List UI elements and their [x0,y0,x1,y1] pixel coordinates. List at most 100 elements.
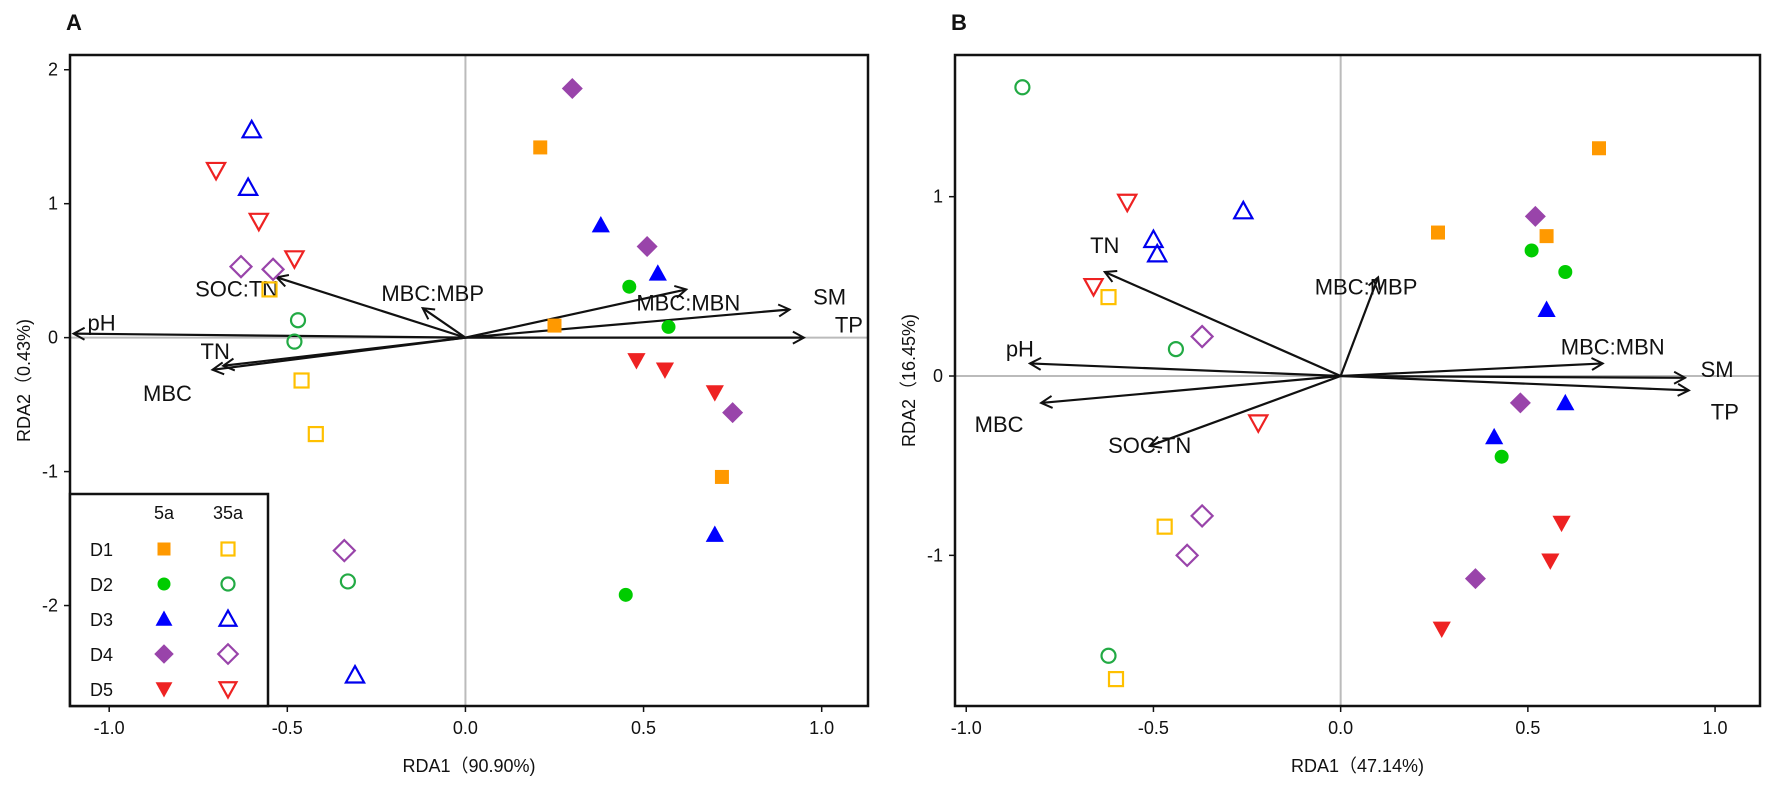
arrow-tn [1105,272,1342,378]
legend-marker-d3-35a [217,608,239,627]
x-axis-label: RDA1（90.90%) [402,756,535,776]
y-tick-label: 1 [933,187,943,207]
legend-marker-d4-5a [154,644,174,664]
x-tick-label: -0.5 [1138,718,1169,738]
y-tick-label: 0 [48,328,58,348]
point-d5-35a [247,212,270,233]
plot-frame [953,53,1762,708]
arrow-label: SOC:TN [1108,433,1191,458]
arrow-label: SM [1701,357,1734,382]
legend-marker-d4-35a [216,642,240,666]
point-d1-5a [1592,141,1606,156]
arrow-ph [74,334,466,338]
x-tick-label: 1.0 [1703,718,1728,738]
arrow-label: TN [201,339,230,364]
point-d5-5a [1541,553,1560,570]
point-d3-5a [705,525,724,542]
arrow-soc-tn [277,277,466,339]
arrow-tp [1340,374,1689,390]
legend-row-label: D5 [90,680,113,700]
legend-header-5a: 5a [154,503,175,523]
point-d1-5a [547,318,562,333]
point-d2-35a [1167,341,1185,358]
arrow-label: MBC:MBP [381,281,484,306]
point-d5-5a [1432,621,1451,638]
legend-row-label: D3 [90,610,113,630]
point-d2-5a [618,587,633,602]
point-d1-5a [1539,229,1554,244]
arrow-sm [1340,376,1685,378]
arrow-label: TN [1090,233,1119,258]
legend: 5a 35a D1 D2 D3 D4 D5 [68,492,270,708]
y-tick-label: 1 [48,194,58,214]
point-d3-35a [1232,199,1255,220]
arrow-label: MBC:MBN [636,290,740,315]
arrow-label: MBC:MBN [1561,334,1665,359]
point-d1-35a [1156,518,1173,535]
legend-row-label: D4 [90,645,113,665]
point-d4-35a [261,257,286,282]
arrow-mbc-mbn [465,289,686,339]
point-d5-5a [1552,515,1571,533]
point-d3-5a [1537,300,1556,317]
y-tick-label: -1 [42,462,58,482]
point-d5-35a [1116,193,1139,214]
point-d4-35a [332,538,357,563]
x-tick-label: -1.0 [951,718,982,738]
point-d2-35a [1100,647,1117,664]
legend-header-35a: 35a [213,503,244,523]
point-d1-35a [1100,289,1117,306]
point-d2-5a [661,319,676,334]
point-d4-35a [1190,503,1215,528]
arrow-sm [465,310,789,339]
legend-marker-d5-35a [217,681,239,700]
y-axis-label: RDA2（16.45%) [899,314,919,447]
legend-marker-d2-35a [220,576,236,592]
point-d4-5a [1509,392,1531,414]
point-d2-35a [339,573,356,590]
point-d3-35a [344,663,366,684]
point-d2-5a [1524,243,1539,258]
arrow-label: MBC [143,381,192,406]
point-d1-35a [1107,670,1125,688]
point-d3-35a [1142,228,1165,249]
legend-row-label: D2 [90,575,113,595]
point-d2-5a [622,279,637,294]
x-tick-label: 0.0 [1328,718,1353,738]
point-d1-35a [307,425,324,443]
point-d1-5a [533,140,548,155]
point-d3-5a [1556,393,1575,411]
point-d3-35a [1146,242,1169,263]
panel-B: B -1.0 -0.5 0.0 0.5 1.0 -1 0 1 RDA1（47.14%) RDA2（1… [899,10,1762,776]
arrow-soc-tn [1150,374,1342,446]
point-d2-5a [1558,265,1573,279]
arrow-label: pH [1006,336,1034,361]
point-d5-5a [627,353,646,370]
legend-marker-d1-35a [220,541,236,557]
x-tick-label: 0.5 [631,718,656,738]
y-tick-label: 0 [933,366,943,386]
legend-marker-d2-5a [157,577,171,591]
arrow-label: TP [1711,399,1739,424]
point-d4-35a [228,254,254,279]
point-d1-5a [1431,225,1445,240]
x-tick-label: -1.0 [94,718,125,738]
point-d3-5a [1485,427,1504,445]
point-d2-35a [1014,79,1031,96]
point-d3-5a [648,264,667,281]
arrow-label: SM [813,285,846,310]
point-d3-35a [240,118,263,139]
point-d5-35a [1247,414,1270,435]
panel-label: B [951,10,967,35]
point-d5-5a [705,385,724,402]
point-d4-5a [561,77,583,99]
arrow-label: SOC:TN [195,276,278,301]
point-d4-5a [636,236,658,258]
point-d3-35a [237,176,260,196]
arrow-mbc [213,336,466,370]
arrow-label: TP [835,313,863,338]
point-d1-5a [714,469,729,484]
point-d4-5a [1524,205,1546,227]
x-tick-label: -0.5 [272,718,303,738]
